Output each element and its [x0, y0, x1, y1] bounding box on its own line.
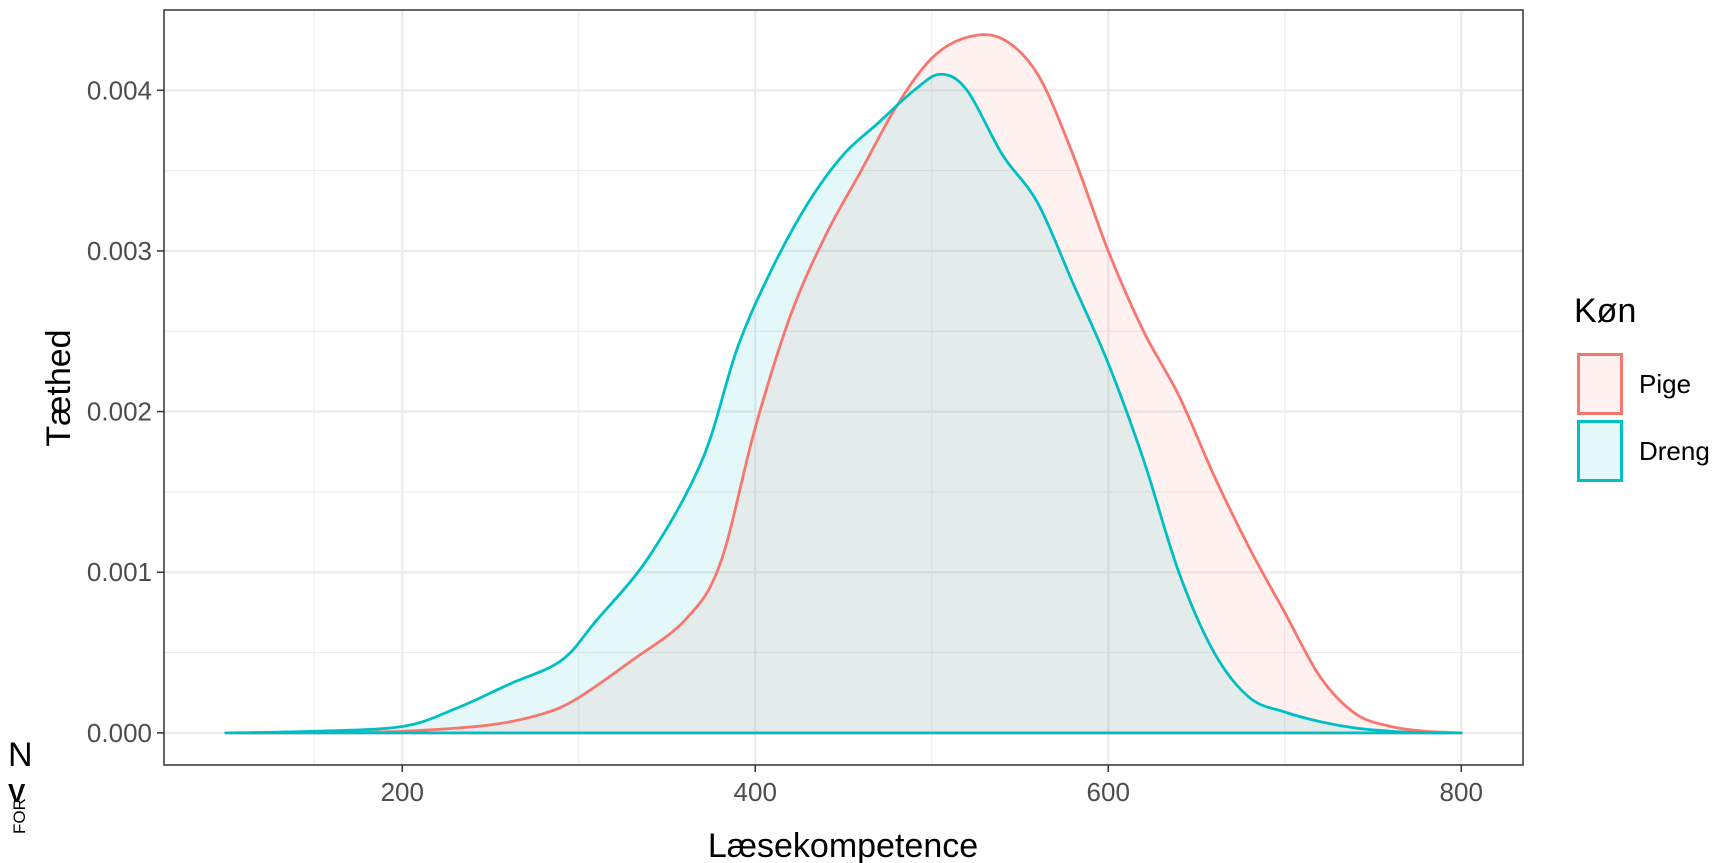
- density-area-pige: [225, 34, 1462, 733]
- y-tick-label: 0.002: [87, 397, 152, 427]
- y-tick-label: 0.000: [87, 718, 152, 748]
- legend-entries: Pige Dreng: [1577, 353, 1710, 482]
- y-tick-label: 0.004: [87, 75, 152, 105]
- grid-lines: [164, 10, 1523, 765]
- corner-mark-middle: V: [8, 778, 26, 808]
- y-axis-ticks: 0.000 0.001 0.002 0.003 0.004: [87, 75, 164, 748]
- plot-border: [163, 9, 1524, 766]
- density-line-dreng: [224, 72, 1463, 735]
- x-tick-label: 600: [1087, 777, 1130, 807]
- corner-mark-top: N: [8, 736, 33, 774]
- y-axis-title: Tæthed: [40, 329, 78, 446]
- legend-title: Køn: [1574, 292, 1636, 330]
- legend-key-bg: [1577, 420, 1623, 482]
- legend-label-dreng: Dreng: [1639, 436, 1710, 466]
- density-line-pige: [224, 33, 1463, 735]
- x-tick-label: 200: [381, 777, 424, 807]
- plot-panel: [164, 10, 1523, 765]
- corner-mark-bottom: FOR: [10, 798, 29, 834]
- y-tick-label: 0.003: [87, 236, 152, 266]
- density-lines: [224, 33, 1463, 735]
- x-axis-ticks: 200 400 600 800: [381, 765, 1483, 807]
- legend-key-pige: [1577, 353, 1623, 415]
- y-tick-label: 0.001: [87, 557, 152, 587]
- x-tick-label: 800: [1440, 777, 1483, 807]
- density-area-dreng: [225, 74, 1462, 733]
- density-areas: [225, 34, 1462, 733]
- legend-key-dreng: [1577, 420, 1623, 482]
- legend-key-bg: [1577, 353, 1623, 415]
- x-tick-label: 400: [734, 777, 777, 807]
- x-axis-title: Læsekompetence: [708, 827, 978, 863]
- legend: Køn Pige Dreng: [1574, 292, 1710, 482]
- legend-label-pige: Pige: [1639, 369, 1691, 399]
